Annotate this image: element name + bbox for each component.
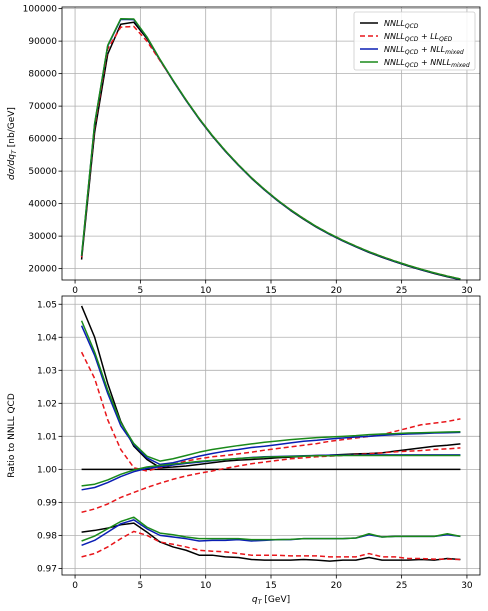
legend-box	[353, 11, 476, 71]
y-tick-label: 50000	[28, 167, 57, 177]
x-tick-label: 20	[331, 581, 343, 591]
x-axis-title: qT [GeV]	[252, 595, 290, 606]
legend-entry-3: NNLLQCD + NNLLmixed	[384, 58, 470, 69]
y-tick-label: 90000	[28, 37, 57, 47]
series-line-3	[81, 447, 461, 513]
series-line-10	[80, 320, 461, 462]
legend-entry-2: NNLLQCD + NLLmixed	[384, 45, 464, 56]
cross-section-panel: 0 5 10 15 20 25 30 20000 30000 40000 50000 60000 700…	[7, 5, 481, 296]
y-tick-label: 40000	[28, 200, 57, 210]
series-line-11	[81, 516, 461, 542]
legend: NNLLQCD NNLLQCD + LLQED NNLLQCD + NLLmixed…	[353, 11, 476, 71]
legend-entry-1: NNLLQCD + LLQED	[384, 32, 453, 43]
y-tick-label: 60000	[28, 135, 57, 145]
x-tick-label: 25	[396, 581, 407, 591]
y-tick-label: 1.00	[37, 465, 57, 475]
x-tick-label: 15	[265, 581, 276, 591]
y-tick-label: 20000	[28, 265, 57, 275]
series-line-2	[81, 522, 461, 562]
x-tick-label: 25	[396, 286, 407, 296]
y-tick-label: 30000	[28, 232, 57, 242]
y-tick-label: 0.97	[37, 564, 57, 574]
y-tick-label: 1.05	[37, 300, 57, 310]
series-line-9	[81, 454, 461, 487]
y-tick-label: 0.99	[37, 498, 57, 508]
x-tick-label: 30	[461, 581, 473, 591]
x-tick-label: 5	[138, 581, 144, 591]
y-tick-label: 100000	[23, 5, 58, 15]
y-tick-label: 1.01	[37, 432, 57, 442]
series-line-3	[80, 17, 461, 280]
x-tick-label: 5	[138, 286, 144, 296]
x-tick-label: 15	[265, 286, 276, 296]
x-tick-label: 20	[331, 286, 343, 296]
y-tick-label: 1.03	[37, 366, 57, 376]
series-line-4	[80, 351, 461, 472]
x-tick-label: 10	[200, 286, 212, 296]
x-tick-label: 0	[72, 286, 78, 296]
x-tick-label: 0	[72, 581, 78, 591]
x-tick-label: 30	[461, 286, 473, 296]
y-tick-label: 1.02	[37, 399, 57, 409]
y-axis-title: dσ/dqT [nb/GeV]	[7, 107, 18, 180]
series-line-1	[80, 305, 461, 469]
ratio-panel: 0 5 10 15 20 25 30 0.97 0.98 0.99 1.00 1.01 1.02 1.03…	[7, 295, 481, 606]
y-tick-label: 70000	[28, 102, 57, 112]
y-tick-label: 80000	[28, 70, 57, 80]
legend-entry-0: NNLLQCD	[384, 19, 419, 30]
x-tick-label: 10	[200, 581, 212, 591]
y-tick-label: 0.98	[37, 531, 57, 541]
y-axis-title: Ratio to NNLL QCD	[7, 393, 17, 478]
y-tick-label: 1.04	[37, 333, 57, 343]
series-line-7	[80, 325, 461, 466]
